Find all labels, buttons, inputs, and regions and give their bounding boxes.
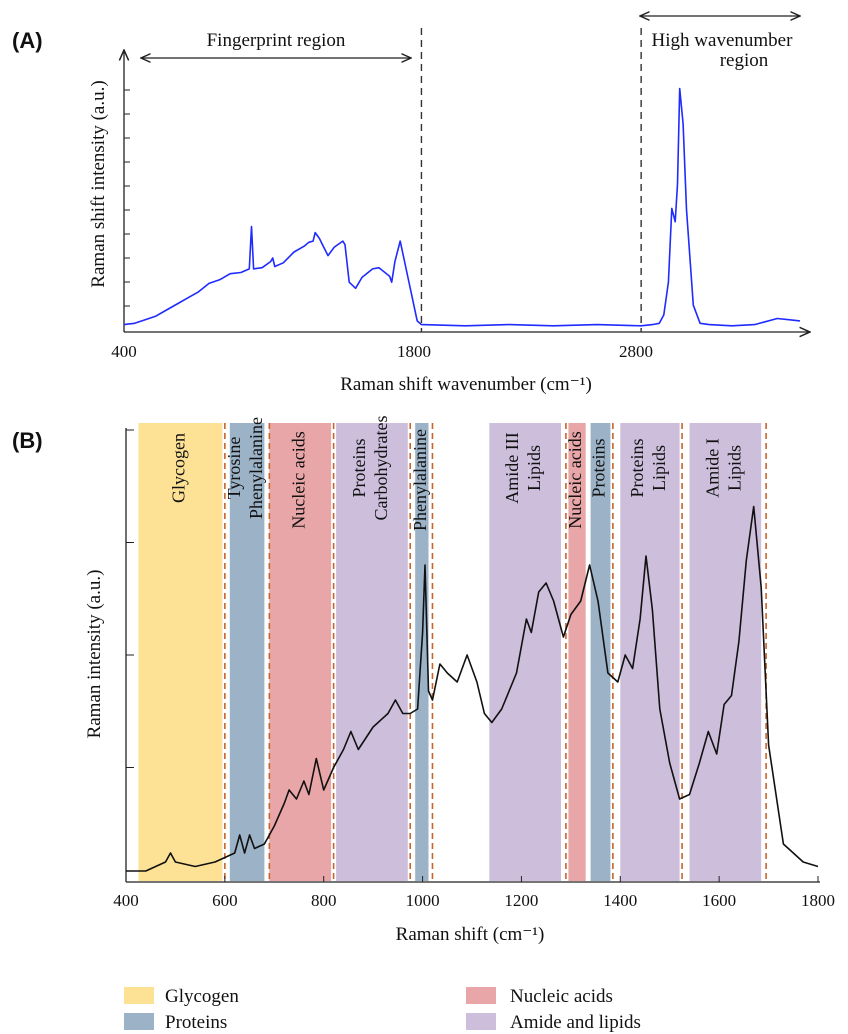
panel-b-y-ticks — [126, 429, 134, 768]
fingerprint-region-label: Fingerprint region — [207, 30, 346, 51]
band-nucleic — [568, 423, 586, 881]
legend-label-proteins: Proteins — [165, 1012, 227, 1033]
band-label: Nucleic acids — [288, 431, 308, 528]
band-label: Proteins — [627, 438, 647, 497]
legend-swatch-amide-and-lipids — [466, 1013, 496, 1030]
band-proteins — [229, 423, 265, 881]
legend-label-glycogen: Glycogen — [165, 986, 239, 1007]
band-label: Glycogen — [169, 433, 189, 503]
panel-a-x-tick-1800: 1800 — [397, 342, 431, 361]
band-amide — [489, 423, 561, 881]
panel-b-x-tick-label: 1200 — [504, 891, 538, 910]
band-amide — [689, 423, 762, 881]
panel-b-x-tick-label: 1400 — [603, 891, 637, 910]
band-label-group: Glycogen Tyrosine Phenylalanine Nucleic aci… — [169, 416, 745, 531]
panel-b-x-tick-label: 1600 — [702, 891, 736, 910]
panel-b-y-axis-title: Raman intensity (a.u.) — [84, 570, 105, 739]
legend-label-nucleic-acids: Nucleic acids — [510, 986, 613, 1007]
legend-swatch-proteins — [124, 1013, 154, 1030]
band-label: Nucleic acids — [565, 431, 585, 528]
panel-b-x-tick-label: 400 — [113, 891, 139, 910]
panel-b-x-tick-label: 800 — [311, 891, 337, 910]
panel-a-spectrum-line — [123, 87, 801, 327]
band-label: Proteins — [349, 438, 369, 497]
band-nucleic — [269, 423, 332, 881]
high-wavenumber-label-line2: region — [720, 50, 769, 71]
panel-a-x-tick-400: 400 — [111, 342, 137, 361]
high-wavenumber-label-line1: High wavenumber — [652, 30, 794, 51]
panel-a-label: (A) — [12, 28, 43, 53]
panel-b-x-tick-label: 1800 — [801, 891, 835, 910]
band-label: Phenylalanine — [246, 417, 266, 519]
band-glycogen — [138, 423, 223, 881]
panel-b-x-tick-label: 600 — [212, 891, 238, 910]
band-label: Amide III — [502, 432, 522, 503]
band-label: Amide I — [702, 438, 722, 497]
band-label: Phenylalanine — [410, 429, 430, 531]
band-amide — [620, 423, 680, 881]
panel-a-x-axis-title: Raman shift wavenumber (cm⁻¹) — [340, 374, 592, 395]
band-amide — [336, 423, 408, 881]
band-proteins — [590, 423, 611, 881]
panel-b-x-tick-label: 1000 — [406, 891, 440, 910]
band-label: Lipids — [524, 445, 544, 491]
panel-b-label: (B) — [12, 428, 43, 453]
legend-label-amide-and-lipids: Amide and lipids — [510, 1012, 641, 1033]
legend-swatch-nucleic-acids — [466, 987, 496, 1004]
band-boundary-lines — [224, 423, 767, 882]
band-group — [138, 423, 762, 881]
legend: Glycogen Nucleic acids Proteins Amide an… — [124, 986, 641, 1033]
panel-b-x-ticks: 400 600 800 1000 1200 1400 1600 1800 — [113, 876, 835, 910]
band-label: Lipids — [724, 445, 744, 491]
band-label: Proteins — [589, 438, 609, 497]
panel-a: (A) Fingerprint region High wavenumber r… — [12, 16, 810, 395]
panel-b-spectrum-line — [126, 505, 819, 872]
panel-b-x-axis-title: Raman shift (cm⁻¹) — [396, 924, 545, 945]
legend-swatch-glycogen — [124, 987, 154, 1004]
panel-a-y-axis-title: Raman shift intensity (a.u.) — [88, 80, 109, 287]
panel-a-x-tick-2800: 2800 — [619, 342, 653, 361]
band-label: Carbohydrates — [371, 416, 391, 521]
panel-a-y-ticks — [124, 89, 130, 307]
band-label: Lipids — [649, 445, 669, 491]
panel-b: (B) Glycogen Tyrosine Phenylalanine Nucleic… — [12, 416, 835, 945]
band-label: Tyrosine — [224, 437, 244, 500]
